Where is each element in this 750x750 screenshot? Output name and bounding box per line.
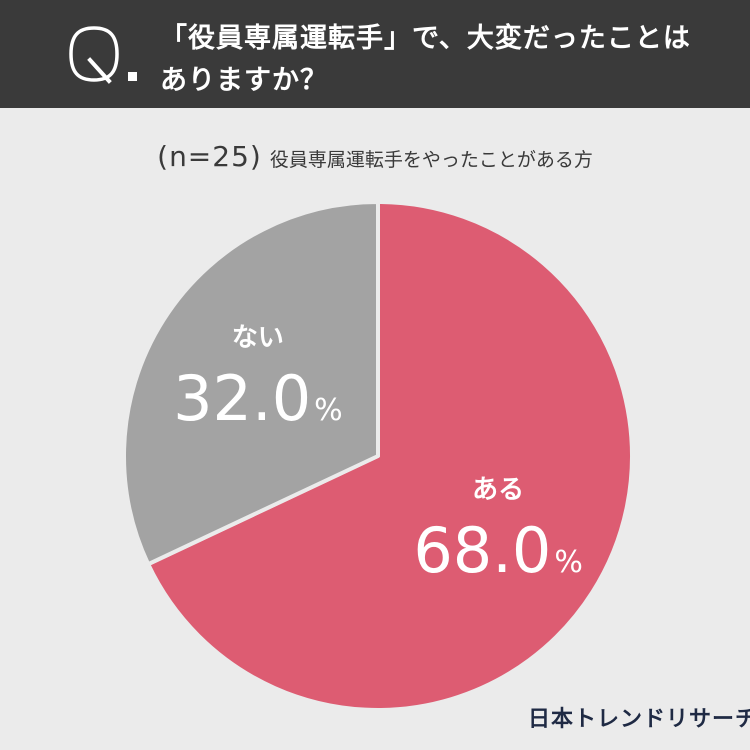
sample-subtitle: (n=25) 役員専属運転手をやったことがある方 (0, 140, 750, 173)
pie-slice-2 (122, 200, 380, 567)
question-line-1: 「役員専属運転手」で、大変だったことは (160, 23, 691, 54)
slice-value-1: 68.0% (413, 514, 583, 587)
slice-label-1: ある (472, 475, 524, 505)
question-text: 「役員専属運転手」で、大変だったことは ありますか？ (160, 18, 720, 102)
sample-size: (n=25) (157, 140, 262, 173)
question-header: 「役員専属運転手」で、大変だったことは ありますか？ (0, 0, 750, 108)
slice-label-2: ない (232, 323, 284, 353)
brand-logo: 日本トレンドリサーチ (528, 707, 750, 732)
q-dot-icon (128, 72, 137, 81)
sample-description: 役員専属運転手をやったことがある方 (269, 149, 593, 171)
slice-value-2: 32.0% (173, 362, 343, 435)
q-letter-icon (66, 24, 122, 84)
pie-slice-1 (146, 200, 634, 712)
question-line-2: ありますか？ (160, 65, 328, 96)
